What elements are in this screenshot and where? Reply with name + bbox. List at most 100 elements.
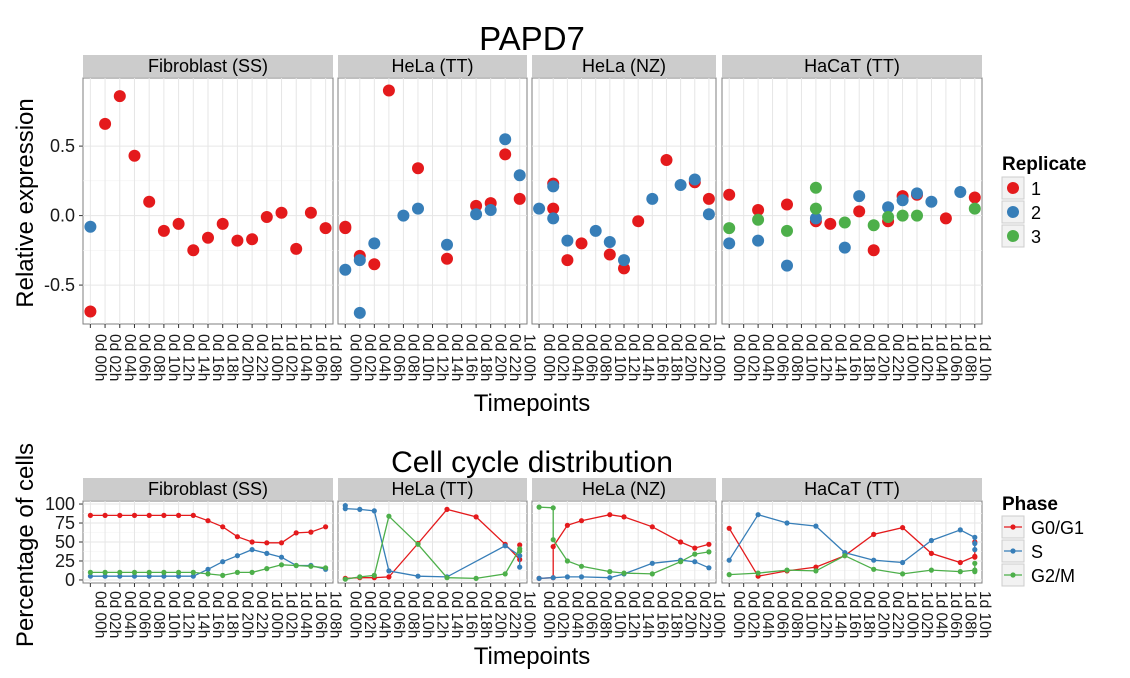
data-point-g2-m: [278, 562, 285, 568]
legend-label: 1: [1031, 179, 1041, 199]
x-tick-label: 1d 04h: [297, 591, 314, 638]
data-point-rep-1: [603, 248, 616, 261]
x-tick-label: 0d 16h: [846, 591, 863, 638]
data-point-rep-1: [723, 188, 736, 201]
data-point-g0-g1: [928, 550, 935, 557]
x-tick-label: 1d 00h: [710, 334, 727, 381]
y-axis-label: Relative expression: [12, 98, 39, 307]
data-point-rep-2: [752, 234, 765, 247]
data-point-rep-2: [397, 209, 410, 222]
x-tick-label: 0d 00h: [730, 334, 747, 381]
data-point-rep-3: [723, 222, 736, 235]
x-tick-label: 0d 18h: [860, 591, 877, 638]
data-point-g0-g1: [678, 539, 684, 545]
data-point-s: [900, 559, 906, 566]
data-point-g2-m: [678, 559, 684, 565]
data-point-g0-g1: [87, 512, 93, 519]
y-axis-label: Percentage of cells: [12, 443, 39, 647]
data-point-g2-m: [371, 572, 377, 579]
x-tick-label: 0d 18h: [667, 334, 684, 381]
data-point-rep-2: [882, 201, 895, 214]
x-tick-label: 0d 12h: [817, 591, 834, 638]
data-point-rep-3: [911, 209, 923, 222]
data-point-g2-m: [190, 569, 196, 576]
data-point-s: [755, 512, 761, 518]
x-tick-label: 0d 04h: [759, 334, 776, 381]
x-tick-label: 0d 00h: [91, 334, 108, 381]
data-point-rep-1: [513, 192, 526, 205]
x-tick-label: 0d 10h: [802, 334, 819, 381]
data-point-g2-m: [564, 558, 571, 564]
facet-strip: [532, 478, 716, 500]
x-tick-label: 0d 12h: [625, 334, 642, 381]
data-point-rep-1: [304, 206, 317, 219]
data-point-s: [972, 534, 978, 541]
data-point-g2-m: [842, 553, 848, 559]
data-point-g2-m: [146, 569, 152, 576]
facet-strip: [722, 55, 982, 77]
data-point-rep-2: [853, 190, 866, 203]
data-point-g2-m: [550, 505, 556, 511]
x-tick-label: 1d 06h: [312, 591, 329, 638]
data-point-g2-m: [649, 571, 655, 577]
data-point-s: [706, 565, 712, 571]
data-point-rep-2: [954, 186, 967, 198]
data-point-g0-g1: [444, 506, 450, 512]
series-line-s: [539, 559, 710, 580]
x-tick-label: 0d 10h: [802, 591, 819, 638]
data-point-s: [607, 575, 613, 581]
data-point-rep-2: [353, 306, 366, 319]
data-point-s: [550, 575, 556, 581]
x-tick-label: 0d 06h: [390, 591, 407, 638]
data-point-g0-g1: [131, 512, 138, 519]
facet-strip-label: Fibroblast (SS): [148, 56, 268, 76]
x-tick-label: 0d 02h: [745, 334, 762, 381]
x-tick-label: 0d 02h: [106, 591, 123, 638]
x-tick-label: 0d 06h: [583, 334, 600, 381]
data-point-g2-m: [692, 551, 698, 557]
data-point-rep-2: [339, 263, 352, 276]
y-tick-label: 0: [65, 570, 75, 590]
x-tick-label: 0d 04h: [375, 334, 392, 381]
series-line-s: [344, 505, 521, 578]
facet-strip-label: HaCaT (TT): [804, 56, 900, 76]
data-point-g0-g1: [102, 512, 108, 519]
data-point-rep-1: [84, 305, 97, 318]
x-tick-label: 1d 06h: [947, 591, 964, 638]
x-tick-label: 0d 12h: [817, 334, 834, 381]
x-tick-label: 0d 06h: [135, 591, 152, 638]
facet-strip-label: HeLa (NZ): [582, 479, 666, 499]
x-tick-label: 1d 02h: [918, 591, 935, 638]
data-point-rep-2: [470, 208, 483, 221]
data-point-g0-g1: [726, 525, 732, 531]
x-tick-label: 0d 00h: [540, 591, 557, 638]
data-point-g0-g1: [972, 554, 978, 560]
legend-label: S: [1031, 542, 1043, 562]
data-point-g0-g1: [517, 542, 523, 548]
data-point-g2-m: [205, 571, 211, 577]
x-tick-label: 0d 18h: [667, 591, 684, 638]
data-point-s: [517, 564, 523, 570]
legend-title: Phase: [1002, 494, 1058, 515]
data-point-rep-1: [172, 217, 185, 230]
data-point-g0-g1: [220, 524, 226, 530]
x-tick-label: 0d 20h: [492, 334, 509, 381]
data-point-g0-g1: [473, 514, 479, 520]
x-tick-label: 0d 10h: [165, 591, 182, 638]
data-point-rep-1: [853, 205, 866, 218]
data-point-rep-1: [752, 204, 765, 216]
data-point-g2-m: [755, 570, 761, 576]
x-tick-label: 0d 02h: [745, 591, 762, 638]
data-point-g0-g1: [323, 524, 329, 530]
x-tick-label: 0d 14h: [194, 591, 211, 638]
data-point-g0-g1: [146, 512, 152, 519]
data-point-g0-g1: [205, 518, 211, 524]
x-tick-label: 0d 08h: [150, 591, 167, 638]
y-tick-label: -0.5: [44, 275, 75, 295]
x-tick-label: 0d 22h: [696, 591, 713, 638]
data-point-rep-2: [781, 259, 793, 272]
data-point-g0-g1: [621, 514, 627, 520]
x-tick-label: 1d 06h: [947, 334, 964, 381]
data-point-g2-m: [784, 567, 790, 573]
data-point-g2-m: [900, 571, 906, 577]
